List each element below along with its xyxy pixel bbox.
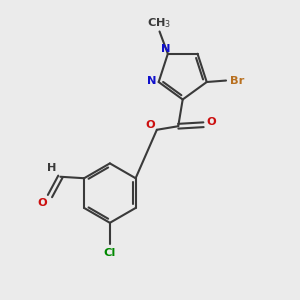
Text: H: H xyxy=(47,164,56,173)
Text: O: O xyxy=(206,117,216,128)
Text: Cl: Cl xyxy=(104,248,116,257)
Text: Br: Br xyxy=(230,76,244,85)
Text: N: N xyxy=(147,76,157,85)
Text: CH$_3$: CH$_3$ xyxy=(147,16,172,30)
Text: O: O xyxy=(38,198,47,208)
Text: O: O xyxy=(146,120,155,130)
Text: N: N xyxy=(161,44,170,54)
